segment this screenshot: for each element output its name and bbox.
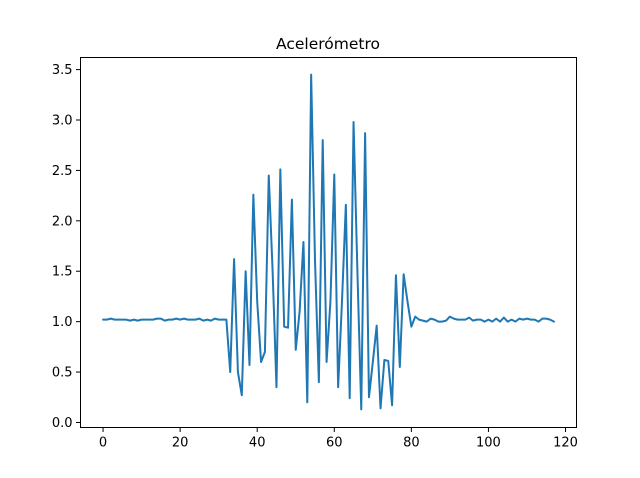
y-tick-label: 3.0 [52,114,73,129]
y-axis: 0.0 0.5 1.0 1.5 2.0 2.5 3.0 3.5 [52,63,81,431]
y-tick-label: 0.5 [52,366,73,381]
x-tick-label: 0 [99,436,107,451]
y-tick-label: 2.0 [52,214,73,229]
x-tick-label: 20 [172,436,189,451]
y-tick-label: 2.5 [52,164,73,179]
chart-title: Acelerómetro [276,35,380,53]
y-tick-label: 1.5 [52,265,73,280]
x-tick-label: 60 [326,436,343,451]
y-tick-label: 1.0 [52,315,73,330]
x-tick-label: 80 [403,436,420,451]
x-tick-label: 40 [249,436,266,451]
series-line [102,73,555,411]
plot-area [102,73,555,411]
x-axis: 0 20 40 60 80 100 120 [99,427,578,451]
y-tick-label: 3.5 [52,63,73,78]
x-tick-label: 120 [553,436,578,451]
x-tick-label: 100 [476,436,501,451]
axes-frame [80,57,577,428]
y-tick-label: 0.0 [52,416,73,431]
